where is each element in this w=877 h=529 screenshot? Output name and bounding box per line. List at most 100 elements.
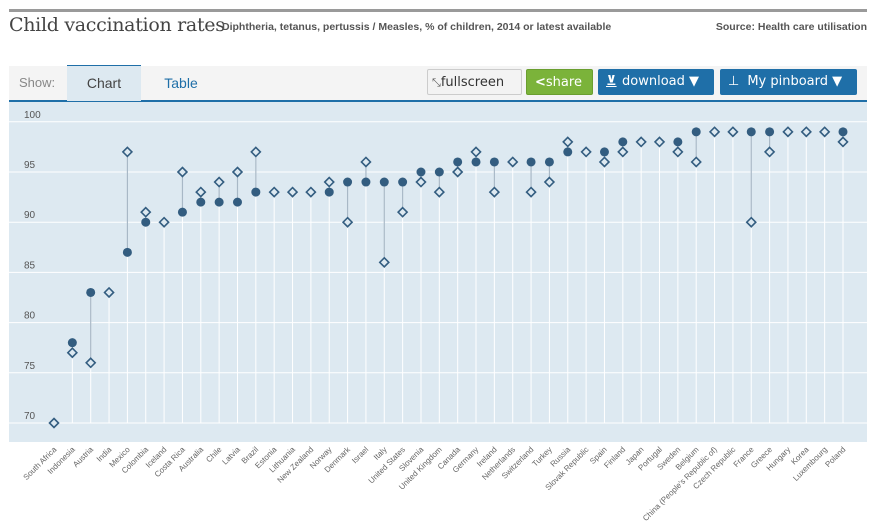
measles-point [48, 417, 60, 429]
dtp-point [177, 207, 187, 217]
measles-point [708, 126, 721, 138]
measles-point [286, 186, 299, 198]
measles-point [800, 126, 812, 138]
fullscreen-button[interactable]: ⤡fullscreen [427, 69, 522, 95]
dtp-point [544, 157, 554, 167]
dtp-point [251, 187, 261, 197]
dtp-point [691, 127, 701, 137]
measles-point [837, 136, 849, 148]
measles-point [543, 176, 556, 188]
dtp-point [361, 177, 371, 187]
show-label: Show: [19, 75, 56, 90]
dtp-point [434, 167, 444, 177]
measles-point [635, 136, 647, 148]
chart-subtitle: Diphtheria, tetanus, pertussis / Measles… [222, 21, 612, 33]
share-label: share [545, 75, 582, 90]
measles-point [378, 256, 390, 268]
pinboard-button[interactable]: ⊥ My pinboard ▼ [720, 69, 857, 95]
y-tick-label: 70 [24, 411, 36, 422]
dtp-point [141, 217, 151, 227]
y-tick-label: 100 [24, 110, 41, 121]
measles-point [562, 136, 574, 148]
dtp-point [196, 197, 206, 207]
download-label: download ▼ [622, 74, 699, 89]
measles-point [507, 156, 519, 168]
measles-point [323, 176, 335, 188]
measles-point [470, 146, 482, 158]
dtp-point [214, 197, 224, 207]
y-tick-label: 80 [24, 311, 36, 322]
measles-point [305, 186, 317, 198]
measles-point [341, 216, 354, 228]
dtp-point [489, 157, 499, 167]
measles-point [231, 166, 244, 178]
measles-point [745, 216, 757, 228]
x-tick-label: Poland [823, 445, 847, 469]
dtp-point [599, 147, 609, 157]
dtp-point [232, 197, 242, 207]
y-tick-label: 75 [24, 361, 36, 372]
chart-title: Child vaccination rates [9, 14, 225, 36]
measles-point [617, 146, 629, 158]
measles-point [85, 357, 97, 369]
dtp-point [67, 338, 77, 348]
y-tick-label: 90 [24, 210, 36, 221]
x-tick-label: Austria [71, 445, 95, 469]
measles-point [598, 156, 611, 168]
download-icon: ⊻ [606, 74, 617, 89]
share-button[interactable]: <share [526, 69, 593, 95]
x-tick-label: Israel [350, 445, 370, 465]
measles-point [452, 166, 464, 178]
dtp-point [471, 157, 481, 167]
measles-point [360, 156, 372, 168]
measles-point [690, 156, 702, 168]
measles-point [176, 166, 189, 178]
dtp-point [122, 247, 132, 257]
measles-point [268, 186, 280, 198]
measles-point [727, 126, 739, 138]
dtp-point [343, 177, 353, 187]
dtp-point [838, 127, 848, 137]
measles-point [819, 126, 831, 138]
measles-point [782, 126, 794, 138]
header-rule [9, 9, 867, 12]
dtp-point [379, 177, 389, 187]
measles-point [66, 347, 78, 359]
dtp-point [563, 147, 573, 157]
measles-point [488, 186, 501, 198]
measles-point [103, 286, 115, 299]
source-link[interactable]: Source: Health care utilisation [715, 21, 867, 33]
share-icon: < [535, 75, 546, 90]
measles-point [415, 176, 427, 188]
tab-chart[interactable]: Chart [67, 65, 141, 101]
measles-point [140, 206, 152, 218]
measles-point [672, 146, 684, 158]
download-button[interactable]: ⊻ download ▼ [598, 69, 714, 95]
dtp-point [746, 127, 756, 137]
measles-point [195, 186, 207, 198]
measles-point [653, 136, 666, 148]
view-toolbar: Show: Chart Table ⤡fullscreen <share ⊻ do… [9, 65, 867, 102]
dtp-point [86, 287, 96, 297]
dtp-point [526, 157, 536, 167]
dtp-point [453, 157, 463, 167]
tab-table[interactable]: Table [164, 75, 198, 91]
measles-point [250, 146, 262, 158]
dtp-point [765, 127, 775, 137]
measles-point [213, 176, 225, 188]
pin-icon: ⊥ [728, 74, 740, 89]
measles-point [433, 186, 445, 198]
dtp-point [324, 187, 334, 197]
measles-point [525, 186, 537, 198]
measles-point [580, 146, 592, 158]
fullscreen-label: fullscreen [440, 75, 505, 90]
dtp-point [673, 137, 683, 147]
x-tick-label: Latvia [220, 445, 242, 467]
expand-arrows-icon: ⤡ [432, 76, 441, 89]
y-tick-label: 85 [24, 260, 36, 271]
measles-point [763, 146, 776, 158]
measles-point [121, 146, 134, 158]
dtp-point [398, 177, 408, 187]
measles-point [396, 206, 409, 218]
